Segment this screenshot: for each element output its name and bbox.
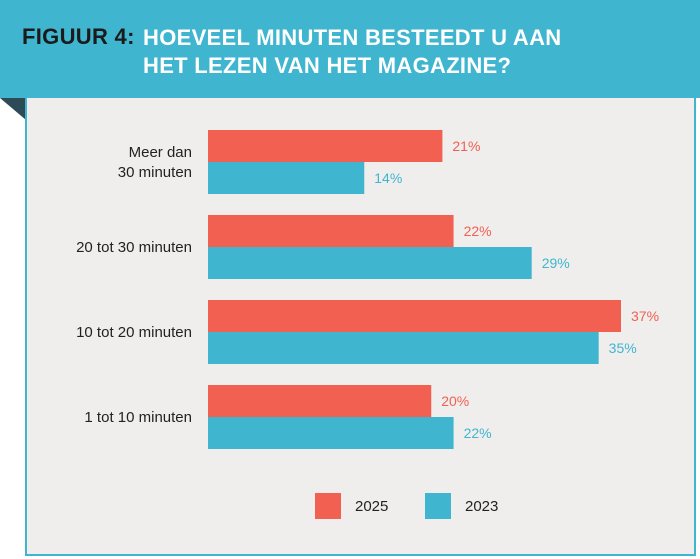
data-label-2025: 22% — [464, 223, 492, 239]
bar-2023 — [208, 417, 454, 449]
category-label: 20 tot 30 minuten — [76, 239, 192, 256]
data-label-2025: 20% — [441, 393, 469, 409]
data-label-2025: 37% — [631, 308, 659, 324]
data-label-2023: 22% — [464, 425, 492, 441]
data-label-2023: 29% — [542, 255, 570, 271]
chart-panel: Meer dan 30 minuten 21% 14% 20 tot 30 minute… — [25, 98, 696, 556]
banner-fold-corner — [0, 98, 26, 120]
data-label-2023: 35% — [609, 340, 637, 356]
title-banner: FIGUUR 4: HOEVEEL MINUTEN BESTEEDT U AAN… — [0, 0, 700, 98]
category-label-line: 30 minuten — [118, 164, 192, 181]
figure-label: FIGUUR 4: — [22, 24, 135, 49]
category-label-line: 10 tot 20 minuten — [76, 324, 192, 341]
data-label-2025: 21% — [452, 138, 480, 154]
bar-2023 — [208, 162, 365, 194]
legend-label-2025: 2025 — [355, 498, 388, 515]
legend-swatch-2025 — [315, 493, 341, 519]
category-label-line: 20 tot 30 minuten — [76, 239, 192, 256]
bar-chart: Meer dan 30 minuten 21% 14% 20 tot 30 minute… — [76, 130, 659, 519]
legend-label-2023: 2023 — [465, 498, 498, 515]
bar-2025 — [208, 130, 443, 162]
category-label-line: Meer dan — [129, 144, 192, 161]
legend-swatch-2023 — [425, 493, 451, 519]
category-label-line: 1 tot 10 minuten — [84, 409, 192, 426]
category-label: 10 tot 20 minuten — [76, 324, 192, 341]
bar-2025 — [208, 215, 454, 247]
category-label: 1 tot 10 minuten — [84, 409, 192, 426]
category-label: Meer dan 30 minuten — [118, 144, 192, 181]
chart-title: HOEVEEL MINUTEN BESTEEDT U AAN HET LEZEN… — [143, 24, 561, 80]
chart-title-line-1: HOEVEEL MINUTEN BESTEEDT U AAN — [143, 25, 562, 50]
bar-2025 — [208, 385, 432, 417]
data-label-2023: 14% — [374, 170, 402, 186]
bar-2025 — [208, 300, 621, 332]
bar-2023 — [208, 247, 532, 279]
bar-2023 — [208, 332, 599, 364]
chart-title-line-2: HET LEZEN VAN HET MAGAZINE? — [143, 53, 512, 78]
